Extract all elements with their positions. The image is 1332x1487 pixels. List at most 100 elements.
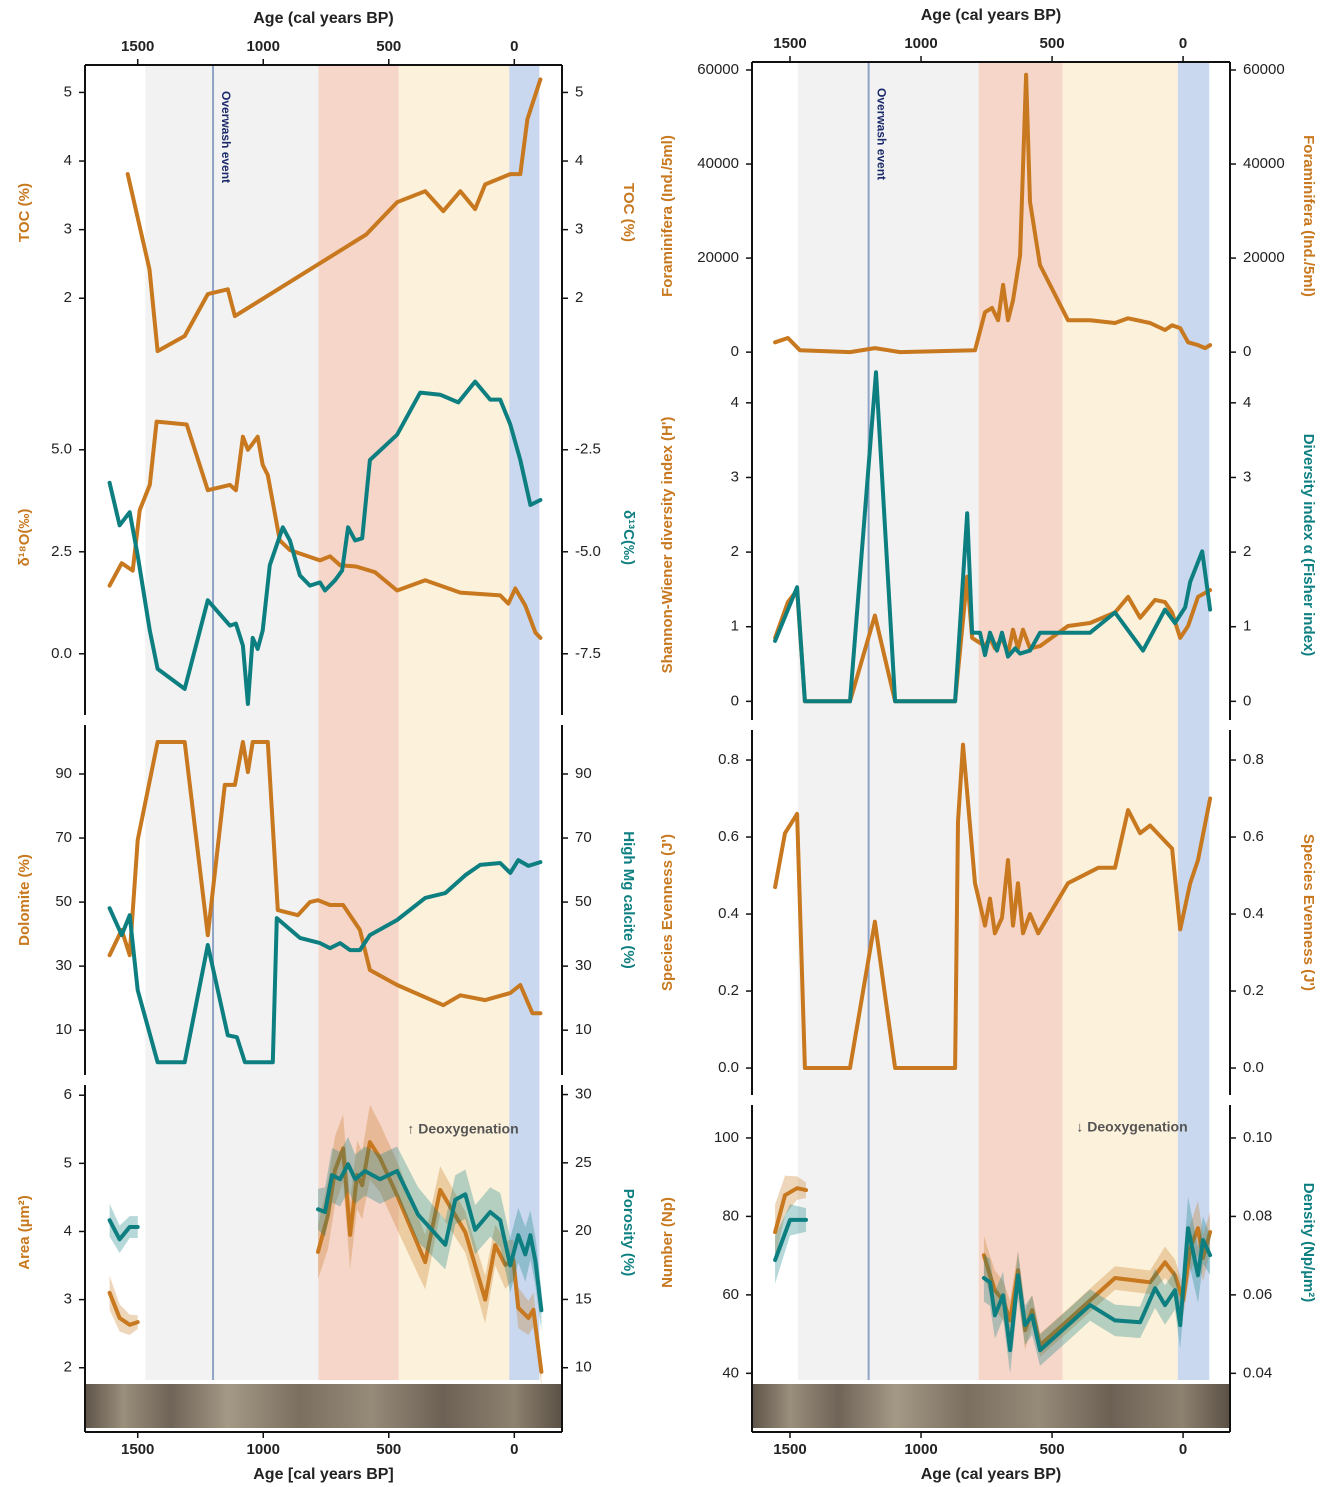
sediment-core	[752, 1384, 1230, 1428]
y2-tick-label: 0.04	[1243, 1364, 1272, 1381]
y-tick-label: 5	[64, 1154, 72, 1171]
y2-axis-label: Species Evenness (J')	[1300, 834, 1317, 991]
period-band	[509, 65, 540, 1380]
period-band	[398, 65, 510, 1380]
data-line	[107, 1140, 544, 1374]
x-tick-label: 500	[376, 1441, 401, 1458]
period-band	[145, 65, 319, 1380]
y-tick-label: 40000	[697, 155, 739, 172]
y-tick-label: 0	[731, 692, 739, 709]
x-tick-label: 1500	[121, 1441, 154, 1458]
period-band	[1062, 62, 1178, 1380]
y-tick-label: 6	[64, 1086, 72, 1103]
sediment-core	[85, 1384, 562, 1428]
y2-tick-label: 50	[575, 893, 592, 910]
y-tick-label: 3	[731, 468, 739, 485]
y-tick-label: 30	[55, 957, 72, 974]
x-tick-label: 1500	[773, 35, 806, 52]
data-line	[773, 72, 1213, 355]
y-axis-label: Shannon-Wiener diversity index (H')	[659, 417, 676, 674]
uncertainty-band	[109, 1203, 138, 1253]
y2-axis-label: Porosity (%)	[620, 1189, 637, 1277]
x-tick-label: 1500	[773, 1441, 806, 1458]
y-tick-label: 0.0	[51, 645, 72, 662]
y2-axis-label: High Mg calcite (%)	[620, 831, 637, 969]
y2-tick-label: 0.4	[1243, 905, 1264, 922]
y2-tick-label: 30	[575, 957, 592, 974]
x-tick-label: 1000	[904, 35, 937, 52]
y-axis-label: Species Evenness (J')	[659, 834, 676, 991]
data-line	[773, 574, 1213, 704]
y2-axis-label: Density (Np/µm²)	[1300, 1183, 1317, 1302]
x-tick-label: 0	[1179, 35, 1187, 52]
y-tick-label: 10	[55, 1021, 72, 1038]
data-line	[107, 858, 543, 1065]
y2-tick-label: 2	[575, 289, 583, 306]
y-axis-label: Foraminifera (Ind./5ml)	[659, 135, 676, 297]
y-axis-label: δ¹⁸O(‰)	[16, 509, 33, 567]
y2-tick-label: 0.2	[1243, 982, 1264, 999]
y2-tick-label: 0.08	[1243, 1207, 1272, 1224]
y-tick-label: 3	[64, 1291, 72, 1308]
y-tick-label: 20000	[697, 249, 739, 266]
y2-tick-label: 0	[1243, 343, 1251, 360]
y2-tick-label: 40000	[1243, 155, 1285, 172]
x-tick-label: 0	[510, 38, 518, 55]
y2-tick-label: 30	[575, 1086, 592, 1103]
x-axis-label: Age (cal years BP)	[253, 10, 394, 27]
y2-tick-label: 10	[575, 1021, 592, 1038]
y2-tick-label: 0.06	[1243, 1286, 1272, 1303]
y2-tick-label: 10	[575, 1359, 592, 1376]
data-line	[107, 379, 543, 706]
y-tick-label: 90	[55, 765, 72, 782]
y2-tick-label: 1	[1243, 618, 1251, 635]
event-label: Overwash event	[874, 88, 888, 180]
y-tick-label: 70	[55, 829, 72, 846]
uncertainty-band	[983, 1196, 1211, 1374]
x-tick-label: 0	[510, 1441, 518, 1458]
data-line	[107, 740, 543, 1016]
period-band	[1177, 62, 1210, 1380]
uncertainty-band	[317, 1136, 542, 1331]
y-tick-label: 50	[55, 893, 72, 910]
y-tick-label: 2	[731, 543, 739, 560]
data-line	[773, 370, 1213, 704]
y2-tick-label: -7.5	[575, 645, 601, 662]
y-tick-label: 1	[731, 618, 739, 635]
y-tick-label: 4	[64, 152, 72, 169]
x-tick-label: 1000	[247, 38, 280, 55]
data-line	[773, 742, 1213, 1070]
y2-axis-label: TOC (%)	[620, 183, 637, 242]
y-tick-label: 2	[64, 1359, 72, 1376]
period-band	[797, 62, 979, 1380]
y-tick-label: 0.6	[718, 828, 739, 845]
y2-tick-label: 0.10	[1243, 1129, 1272, 1146]
bg-layer	[145, 62, 1210, 1380]
x-tick-label: 500	[1040, 35, 1065, 52]
x-tick-label: 1000	[904, 1441, 937, 1458]
y-tick-label: 0	[731, 343, 739, 360]
data-line	[107, 1162, 544, 1313]
y-axis-label: TOC (%)	[16, 183, 33, 242]
y-tick-label: 0.0	[718, 1059, 739, 1076]
y-tick-label: 100	[714, 1129, 739, 1146]
y2-tick-label: 0.0	[1243, 1059, 1264, 1076]
y-tick-label: 0.8	[718, 751, 739, 768]
y-axis-label: Dolomite (%)	[16, 854, 33, 946]
data-line	[107, 419, 543, 640]
y2-tick-label: 20000	[1243, 249, 1285, 266]
x-tick-label: 0	[1179, 1441, 1187, 1458]
y-tick-label: 3	[64, 221, 72, 238]
y2-tick-label: -2.5	[575, 441, 601, 458]
y-tick-label: 60000	[697, 61, 739, 78]
data-line	[125, 77, 543, 354]
y2-axis-label: Foraminifera (Ind./5ml)	[1300, 135, 1317, 297]
x-axis-label: Age (cal years BP)	[921, 7, 1062, 24]
data-line	[773, 1217, 1213, 1353]
x-tick-label: 1500	[121, 38, 154, 55]
y2-tick-label: 0.6	[1243, 828, 1264, 845]
period-band	[318, 65, 399, 1380]
y-tick-label: 2.5	[51, 543, 72, 560]
